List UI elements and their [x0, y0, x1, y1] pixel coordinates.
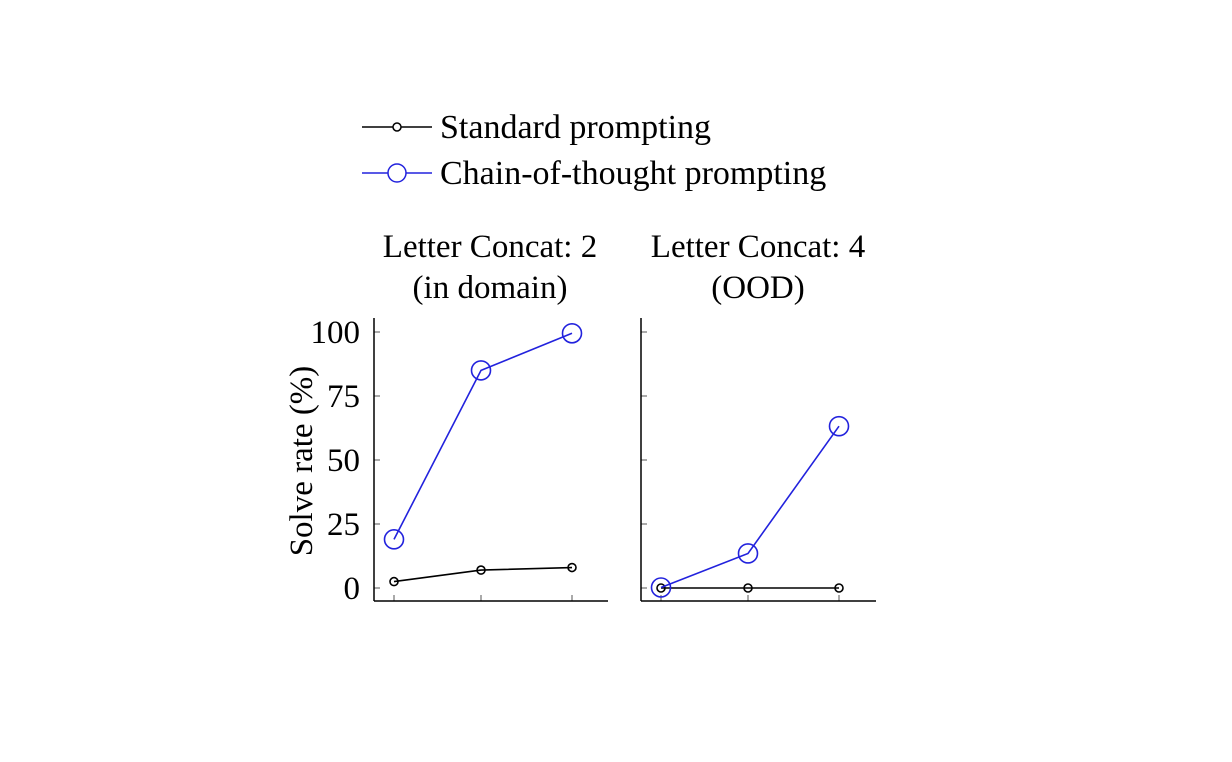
legend-marker-standard [392, 122, 402, 132]
legend-entry-cot: Chain-of-thought prompting [362, 155, 826, 192]
series-line [393, 332, 573, 540]
legend-label-cot: Chain-of-thought prompting [440, 155, 826, 192]
data-point [561, 322, 583, 344]
panel-1-subtitle: (in domain) [413, 270, 568, 306]
panel-2-ticks [641, 331, 840, 601]
panel-1-axes [373, 318, 608, 602]
y-tick-label: 0 [344, 571, 361, 607]
data-point [828, 415, 850, 437]
data-point [567, 562, 577, 573]
y-axis-label: Solve rate (%) [284, 366, 320, 557]
y-tick-label: 75 [327, 379, 360, 415]
panel-2-subtitle: (OOD) [711, 270, 804, 306]
data-point [656, 583, 666, 593]
legend-entry-standard: Standard prompting [362, 109, 711, 146]
panel-1-title: Letter Concat: 2 [383, 229, 597, 265]
panel-1-series [383, 322, 583, 587]
data-point [834, 583, 844, 593]
data-point [476, 565, 486, 575]
y-tick-label: 50 [327, 443, 360, 479]
legend-marker-cot [387, 163, 407, 183]
panel-2: Letter Concat: 4 (OOD) [640, 229, 876, 602]
series-line [393, 566, 573, 583]
legend-label-standard: Standard prompting [440, 109, 711, 146]
panel-2-axes [640, 318, 876, 602]
data-point [389, 576, 399, 587]
data-point [650, 577, 672, 598]
data-point [743, 583, 753, 593]
panel-2-series [650, 415, 850, 598]
panel-1: Letter Concat: 2 (in domain) Solve rate … [284, 229, 608, 607]
panel-2-title: Letter Concat: 4 [651, 229, 865, 265]
y-tick-label: 100 [311, 315, 361, 351]
data-point [737, 543, 759, 564]
legend: Standard prompting Chain-of-thought prom… [362, 109, 826, 192]
panel-1-ticks: 0 25 50 75 100 [311, 315, 573, 607]
y-tick-label: 25 [327, 507, 360, 543]
data-point [470, 360, 492, 381]
series-line [660, 425, 840, 589]
data-point [383, 529, 405, 550]
